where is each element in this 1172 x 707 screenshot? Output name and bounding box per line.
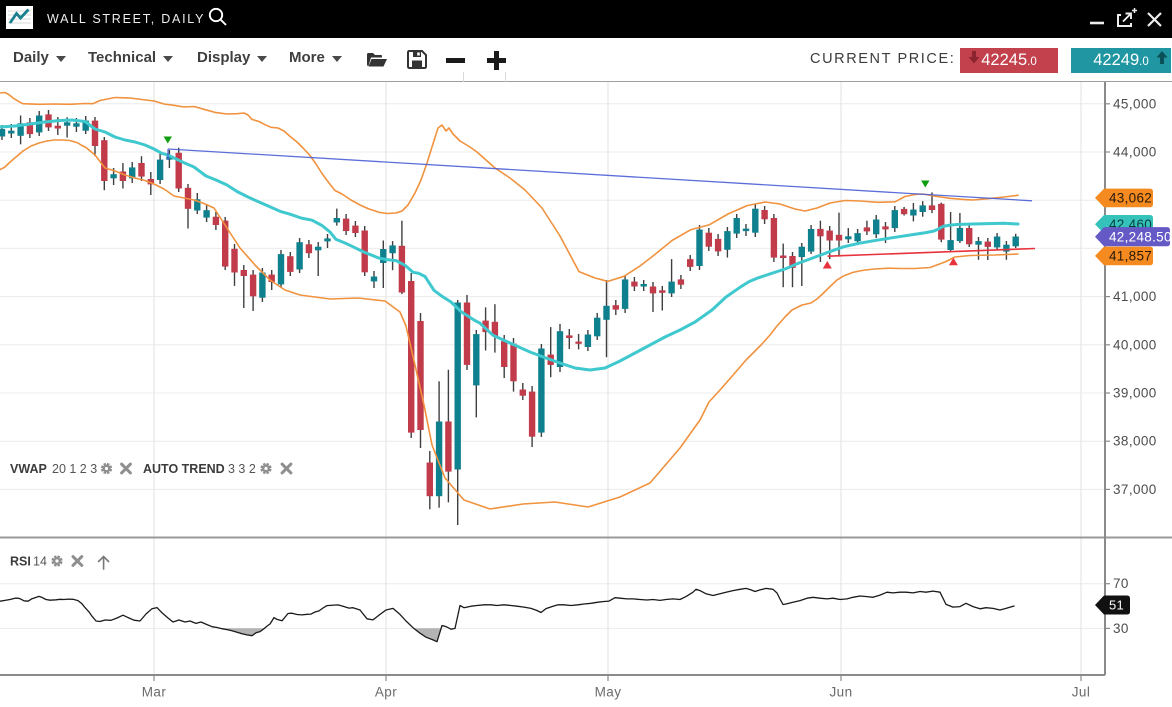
svg-text:41,857: 41,857 [1109,249,1152,264]
svg-text:39,000: 39,000 [1113,386,1157,401]
svg-text:3 3 2: 3 3 2 [228,462,256,476]
svg-text:45,000: 45,000 [1113,96,1157,111]
svg-text:51: 51 [1109,598,1124,613]
svg-text:42,248.50: 42,248.50 [1109,229,1172,244]
svg-text:14: 14 [33,554,47,568]
svg-text:40,000: 40,000 [1113,337,1157,352]
svg-text:Apr: Apr [375,685,397,700]
svg-text:Jun: Jun [830,685,853,700]
svg-text:May: May [595,685,622,700]
svg-text:30: 30 [1113,621,1129,636]
svg-text:AUTO TREND: AUTO TREND [143,462,225,476]
svg-text:38,000: 38,000 [1113,434,1157,449]
svg-text:Mar: Mar [142,685,167,700]
svg-text:Jul: Jul [1072,685,1090,700]
svg-text:37,000: 37,000 [1113,482,1157,497]
svg-text:RSI: RSI [10,554,31,568]
svg-text:43,062: 43,062 [1109,191,1152,206]
svg-text:20 1 2 3: 20 1 2 3 [52,462,97,476]
svg-text:70: 70 [1113,576,1129,591]
svg-text:41,000: 41,000 [1113,289,1157,304]
svg-text:VWAP: VWAP [10,462,47,476]
svg-text:44,000: 44,000 [1113,145,1157,160]
